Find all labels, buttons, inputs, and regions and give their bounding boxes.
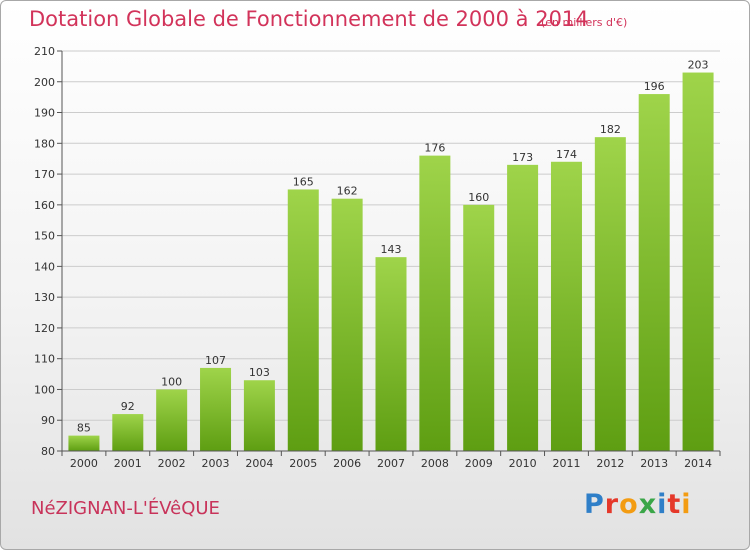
- logo-letter: r: [604, 489, 620, 520]
- bar-2012: [594, 137, 626, 451]
- x-tick-label-2013: 2013: [640, 457, 668, 470]
- logo-letter: i: [681, 489, 692, 520]
- x-tick-label-2003: 2003: [202, 457, 230, 470]
- bar-2009: [463, 204, 495, 451]
- x-tick-label-2004: 2004: [245, 457, 273, 470]
- x-tick-label-2006: 2006: [333, 457, 361, 470]
- commune-name: NéZIGNAN-L'ÉVêQUE: [31, 498, 220, 519]
- value-label-2012: 182: [600, 123, 621, 136]
- bar-2008: [419, 155, 451, 451]
- bar-2000: [68, 435, 100, 451]
- value-label-2006: 162: [337, 185, 358, 198]
- value-label-2004: 103: [249, 366, 270, 379]
- value-label-2000: 85: [77, 422, 91, 435]
- value-label-2009: 160: [468, 191, 489, 204]
- bar-2014: [682, 72, 714, 452]
- y-tick-label: 180: [34, 137, 55, 150]
- bar-2003: [200, 367, 232, 451]
- value-label-2005: 165: [293, 175, 314, 188]
- y-tick-label: 90: [41, 414, 55, 427]
- bar-2007: [375, 257, 407, 451]
- logo-letter: P: [584, 489, 605, 520]
- x-tick-label-2009: 2009: [465, 457, 493, 470]
- logo-letter: i: [657, 489, 668, 520]
- x-tick-label-2002: 2002: [158, 457, 186, 470]
- value-label-2011: 174: [556, 148, 577, 161]
- bar-2002: [156, 389, 188, 451]
- value-label-2003: 107: [205, 354, 226, 367]
- bar-2005: [287, 189, 319, 451]
- chart-unit: (en milliers d'€): [541, 16, 628, 29]
- labels-layer: 8090100110120130140150160170180190200210…: [34, 45, 712, 470]
- y-tick-label: 140: [34, 260, 55, 273]
- x-tick-label-2010: 2010: [509, 457, 537, 470]
- chart-title: Dotation Globale de Fonctionnement de 20…: [29, 7, 589, 31]
- value-label-2014: 203: [688, 59, 709, 72]
- y-tick-label: 120: [34, 322, 55, 335]
- proxiti-logo: Proxiti: [584, 489, 692, 520]
- x-tick-label-2005: 2005: [289, 457, 317, 470]
- x-tick-label-2012: 2012: [596, 457, 624, 470]
- y-tick-label: 150: [34, 230, 55, 243]
- y-tick-label: 210: [34, 45, 55, 58]
- value-label-2008: 176: [424, 142, 445, 155]
- x-tick-label-2011: 2011: [552, 457, 580, 470]
- value-label-2001: 92: [121, 400, 135, 413]
- logo-letter: t: [667, 489, 682, 520]
- value-label-2010: 173: [512, 151, 533, 164]
- bar-2010: [507, 164, 539, 451]
- y-tick-label: 80: [41, 445, 55, 458]
- axis-layer: [57, 50, 721, 456]
- y-tick-label: 160: [34, 199, 55, 212]
- bar-2001: [112, 414, 144, 451]
- x-tick-label-2000: 2000: [70, 457, 98, 470]
- x-tick-label-2014: 2014: [684, 457, 712, 470]
- y-tick-label: 130: [34, 291, 55, 304]
- y-tick-label: 190: [34, 107, 55, 120]
- value-label-2007: 143: [381, 243, 402, 256]
- logo-letter: o: [619, 489, 639, 520]
- y-tick-label: 110: [34, 353, 55, 366]
- y-tick-label: 100: [34, 383, 55, 396]
- bar-2004: [243, 380, 275, 451]
- value-label-2013: 196: [644, 80, 665, 93]
- y-tick-label: 170: [34, 168, 55, 181]
- bar-2013: [638, 94, 670, 452]
- y-tick-label: 200: [34, 76, 55, 89]
- bars-layer: [68, 72, 714, 452]
- value-label-2002: 100: [161, 375, 182, 388]
- bar-2006: [331, 198, 363, 451]
- bar-2011: [550, 161, 582, 451]
- x-tick-label-2001: 2001: [114, 457, 142, 470]
- logo-letter: x: [638, 489, 658, 520]
- x-tick-label-2008: 2008: [421, 457, 449, 470]
- x-tick-label-2007: 2007: [377, 457, 405, 470]
